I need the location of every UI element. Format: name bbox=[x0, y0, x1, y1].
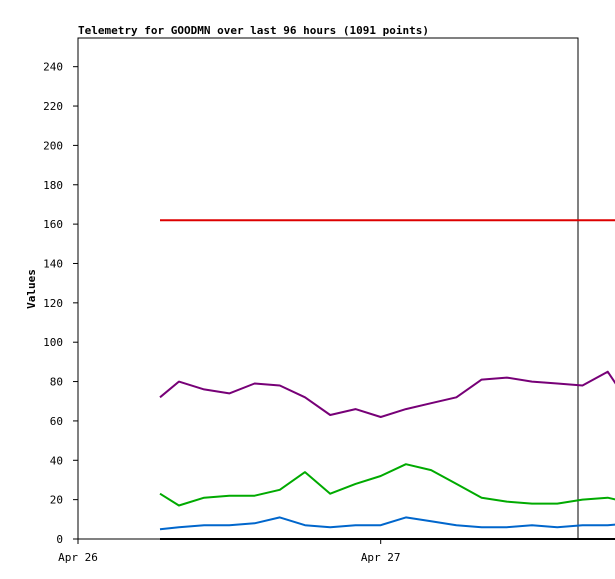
y-tick-label: 120 bbox=[43, 297, 63, 310]
series-2 bbox=[159, 463, 615, 507]
y-axis-label: Values bbox=[25, 269, 38, 309]
y-tick-label: 60 bbox=[50, 415, 63, 428]
y-tick-label: 200 bbox=[43, 139, 63, 152]
series-line bbox=[159, 463, 615, 507]
y-tick-label: 160 bbox=[43, 218, 63, 231]
y-tick-label: 240 bbox=[43, 61, 63, 74]
y-tick-label: 180 bbox=[43, 179, 63, 192]
y-tick-label: 220 bbox=[43, 100, 63, 113]
y-tick-label: 40 bbox=[50, 454, 63, 467]
y-tick-label: 140 bbox=[43, 257, 63, 270]
x-tick-label: Apr 27 bbox=[361, 551, 401, 564]
y-tick-label: 100 bbox=[43, 336, 63, 349]
x-tick-label: Apr 26 bbox=[58, 551, 98, 564]
series-line bbox=[159, 516, 615, 531]
y-tick-label: 80 bbox=[50, 376, 63, 389]
chart-title: Telemetry for GOODMN over last 96 hours … bbox=[78, 24, 429, 37]
series-layer bbox=[159, 219, 615, 540]
y-tick-label: 0 bbox=[56, 533, 63, 546]
y-axis-ticks: 0 20 40 60 80 100 120 140 160 180 200 220 240 bbox=[43, 61, 78, 546]
series-3 bbox=[159, 370, 615, 418]
series-line bbox=[159, 370, 615, 418]
plot-area bbox=[77, 37, 579, 540]
series-1 bbox=[159, 516, 615, 531]
y-tick-label: 20 bbox=[50, 494, 63, 507]
